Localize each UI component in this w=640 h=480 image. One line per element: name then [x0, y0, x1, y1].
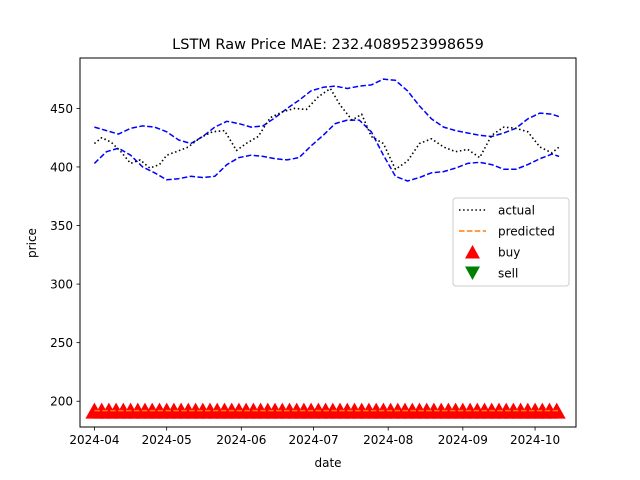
- x-tick-label: 2024-04: [69, 433, 119, 447]
- axes-frame: [79, 57, 577, 428]
- legend-label-buy: buy: [498, 246, 520, 260]
- y-tick-label: 250: [50, 336, 73, 350]
- x-tick-label: 2024-08: [363, 433, 413, 447]
- x-tick-label: 2024-06: [216, 433, 266, 447]
- x-axis: 2024-04 2024-05 2024-06 2024-07 2024-08 2024-…: [69, 427, 560, 447]
- y-axis-label: price: [25, 228, 39, 258]
- y-tick-label: 400: [50, 160, 73, 174]
- x-axis-label: date: [314, 456, 341, 470]
- chart-title: LSTM Raw Price MAE: 232.4089523998659: [172, 37, 484, 53]
- plot-area: [85, 78, 566, 419]
- y-tick-label: 300: [50, 278, 73, 292]
- legend-label-sell: sell: [498, 267, 518, 281]
- legend-label-predicted: predicted: [498, 225, 555, 239]
- y-tick-label: 350: [50, 219, 73, 233]
- legend: actual predicted buy sell: [452, 197, 570, 287]
- x-tick-label: 2024-09: [438, 433, 488, 447]
- x-tick-label: 2024-07: [288, 433, 338, 447]
- x-tick-label: 2024-05: [142, 433, 192, 447]
- series-lower-band-line: [93, 119, 560, 182]
- legend-swatch-sell: [465, 266, 480, 280]
- y-tick-label: 200: [50, 395, 73, 409]
- series-upper-band-line: [94, 78, 560, 145]
- y-axis: 200 250 300 350 400 450: [50, 102, 80, 409]
- legend-swatch-buy: [465, 245, 480, 259]
- x-tick-label: 2024-10: [510, 433, 560, 447]
- y-tick-label: 450: [50, 102, 73, 116]
- legend-box: [452, 197, 570, 287]
- legend-label-actual: actual: [498, 204, 535, 218]
